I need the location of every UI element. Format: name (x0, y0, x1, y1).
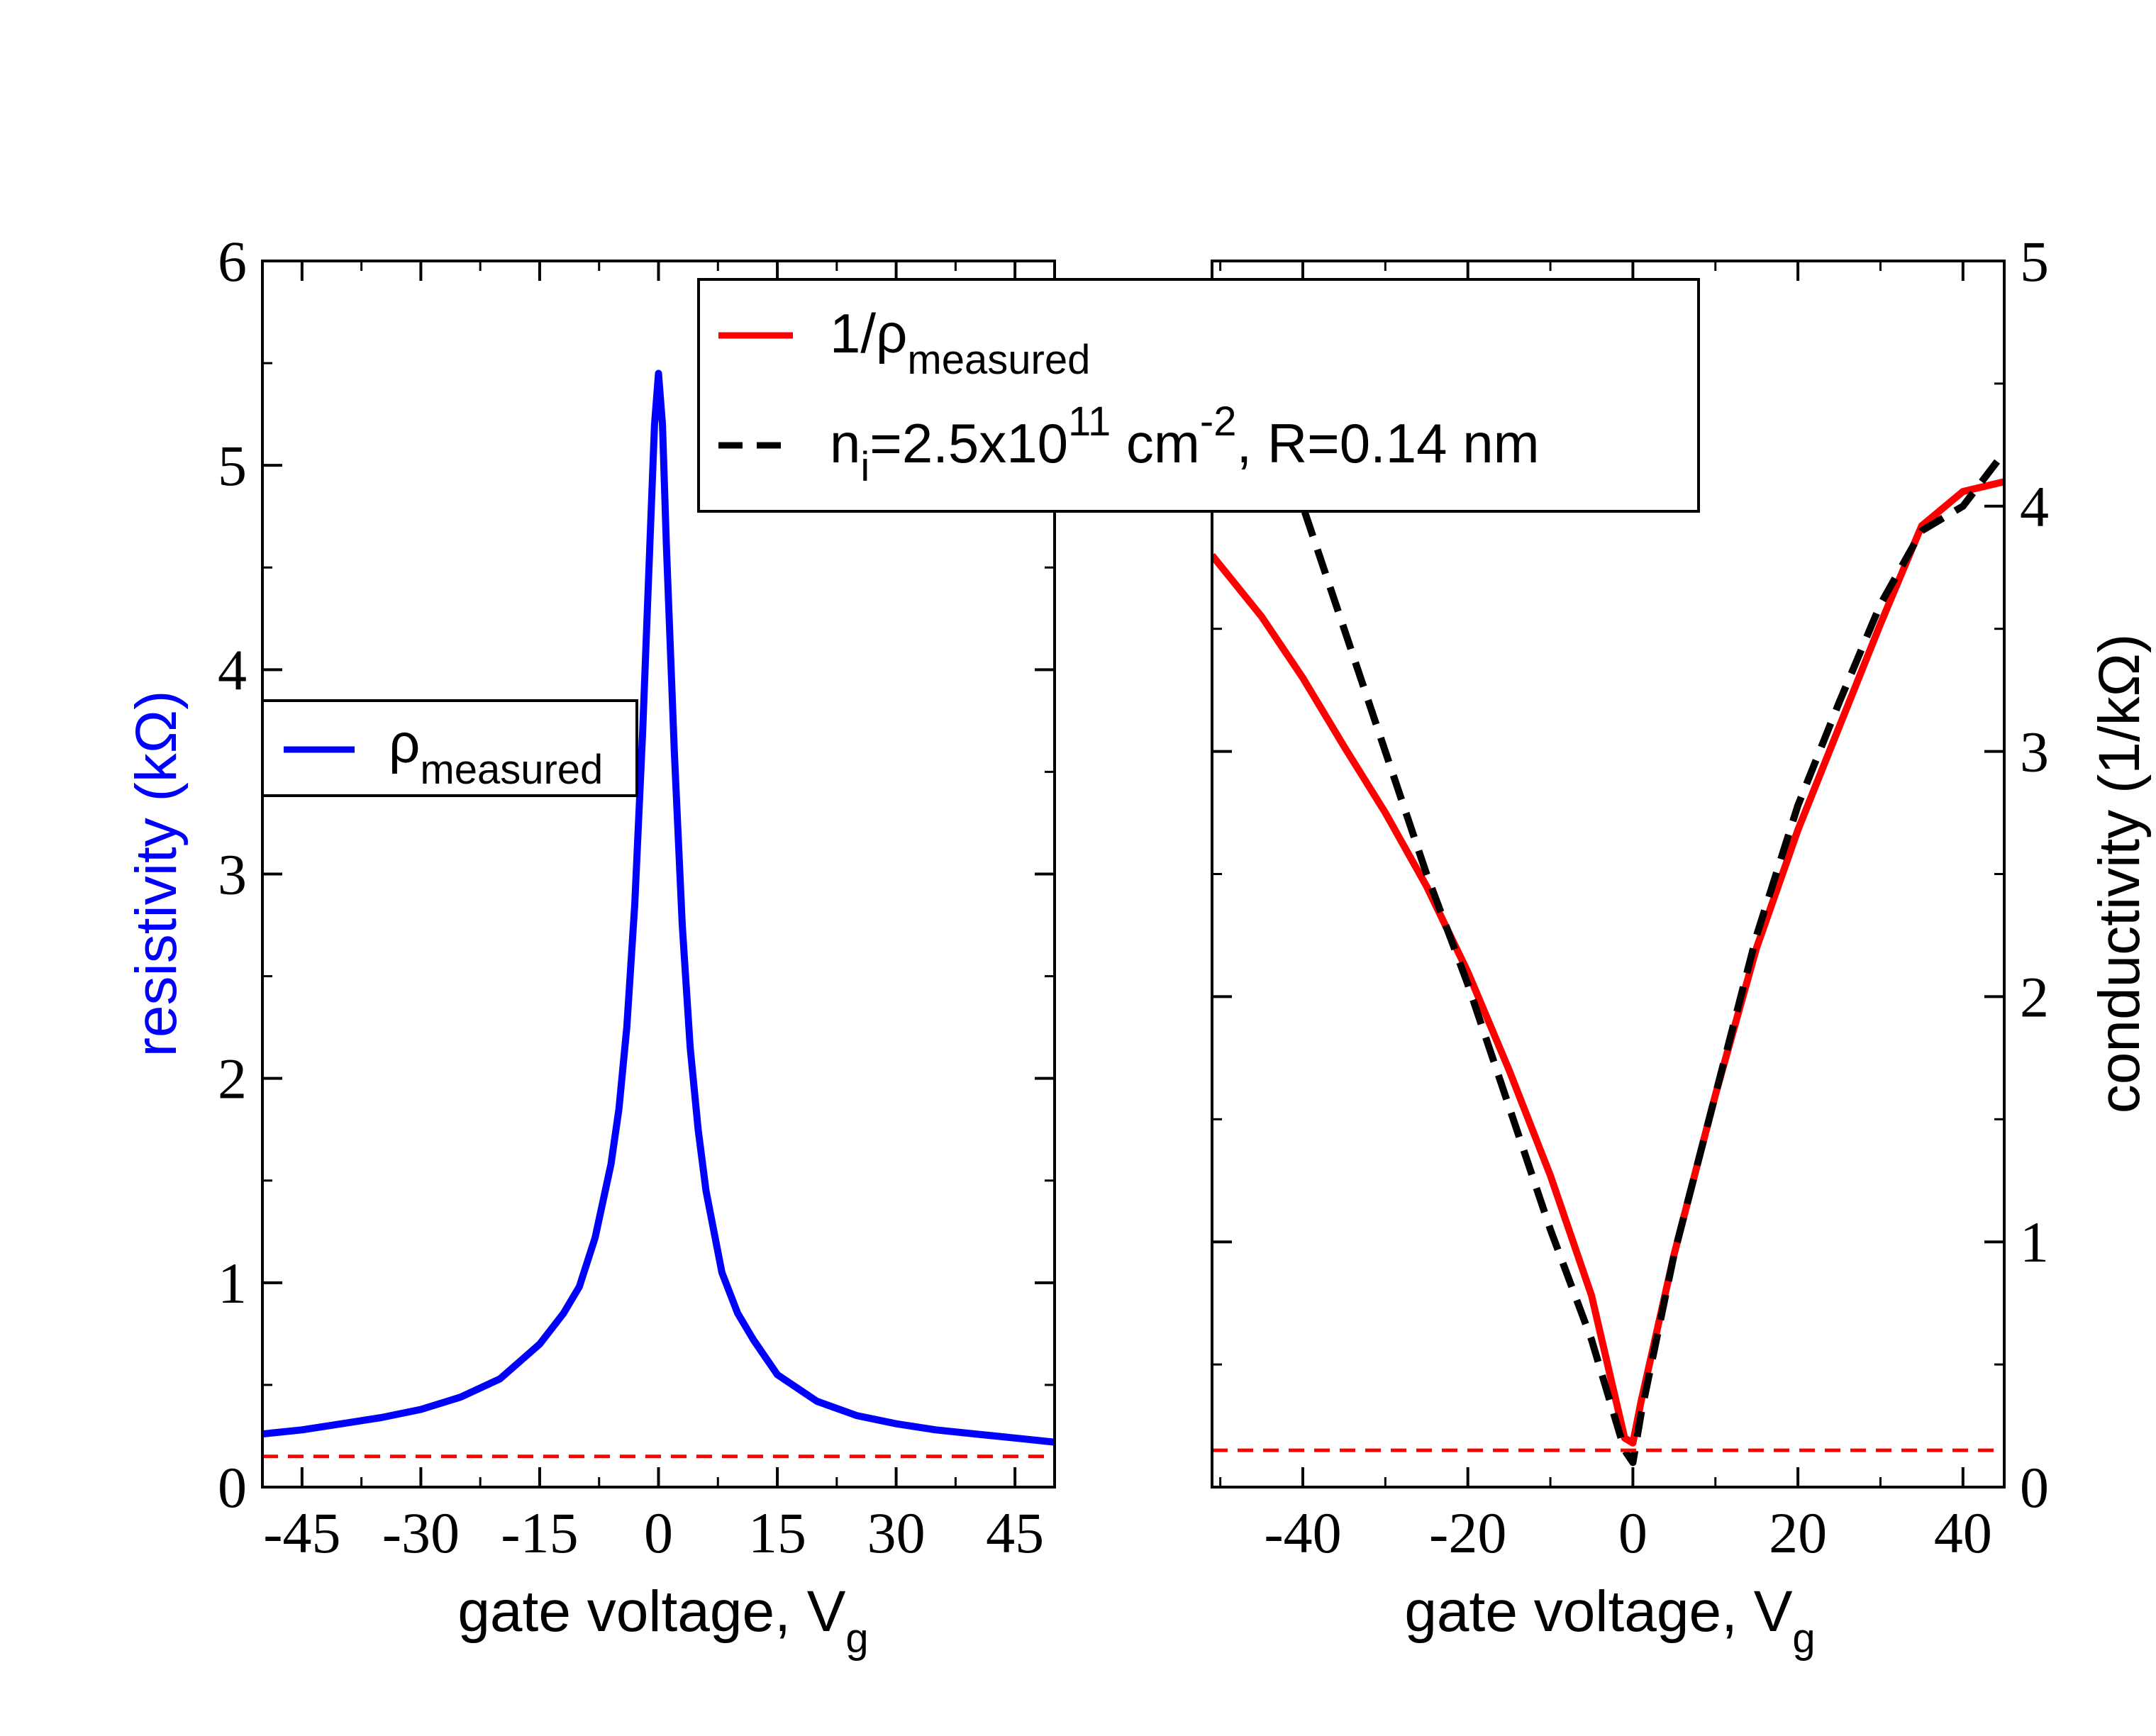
right-series-primary (1212, 478, 2004, 1447)
left-legend-label-rho-sub: measured (420, 747, 603, 793)
right-legend-label-fit-radius: , R=0.14 nm (1236, 412, 1539, 474)
left-y-tick-label: 0 (218, 1455, 247, 1520)
left-y-axis-label: resistivity (kΩ) (124, 691, 189, 1057)
right-series-layer (1212, 357, 2004, 1467)
right-y-tick-label: 2 (2020, 964, 2049, 1029)
left-y-tick-label: 2 (218, 1047, 247, 1111)
right-legend-label-inverse-rho-sub: measured (907, 337, 1090, 383)
right-legend-label-fit-exp: 11 (1068, 399, 1111, 445)
left-y-tick-label: 5 (218, 433, 247, 498)
right-y-tick-label: 3 (2020, 720, 2049, 784)
right-legend-label-fit-unit: cm (1111, 412, 1200, 474)
left-x-tick-label: 15 (748, 1501, 806, 1565)
right-x-tick-label: -20 (1429, 1501, 1506, 1565)
right-y-tick-label: 0 (2020, 1455, 2049, 1520)
right-x-axis-label: gate voltage, Vg (1404, 1579, 1815, 1662)
right-legend-label-fit: ni=2.5x1011 cm-2, R=0.14 nm (830, 399, 1540, 490)
left-y-tick-label: 3 (218, 842, 247, 907)
right-y-tick-label: 5 (2020, 229, 2049, 294)
left-legend-label-rho-main: ρ (389, 712, 420, 774)
right-x-axis-label-sub: g (1792, 1615, 1815, 1662)
right-y-tick-label: 4 (2020, 474, 2049, 539)
left-y-tick-label: 6 (218, 229, 247, 294)
left-x-tick-label: 45 (986, 1501, 1044, 1565)
right-legend-label-fit-density: =2.5x10 (869, 412, 1068, 474)
right-x-tick-label: -40 (1264, 1501, 1341, 1565)
right-legend-label-inverse-rho: 1/ρmeasured (830, 302, 1090, 383)
right-x-tick-label: 20 (1769, 1501, 1827, 1565)
left-x-tick-label: -45 (263, 1501, 340, 1565)
right-x-tick-label: 0 (1618, 1501, 1647, 1565)
right-legend-label-fit-n: n (830, 412, 860, 474)
right-legend-label-fit-i: i (860, 444, 869, 490)
right-y-tick-label: 1 (2020, 1210, 2049, 1274)
right-panel: -40 -20 0 20 40 0 1 2 3 4 5 conductivity (1/kΩ) ga… (1211, 229, 2152, 1662)
right-legend-box (697, 278, 1700, 513)
left-series-primary (262, 369, 1055, 1446)
left-legend: ρmeasured (261, 699, 638, 797)
right-legend-label-inverse-rho-main: 1/ρ (830, 302, 907, 365)
right-y-axis-label: conductivity (1/kΩ) (2087, 634, 2152, 1114)
right-series-fit (1257, 357, 2004, 1467)
left-x-axis-label-main: gate voltage, V (457, 1579, 845, 1644)
left-legend-label-rho: ρmeasured (389, 712, 603, 793)
left-x-tick-label: -15 (501, 1501, 578, 1565)
right-legend-label-fit-unit-exp: -2 (1200, 399, 1237, 445)
right-x-tick-label: 40 (1934, 1501, 1992, 1565)
left-x-tick-label: 0 (644, 1501, 673, 1565)
left-x-axis-label-sub: g (845, 1615, 868, 1662)
left-y-tick-label: 4 (218, 638, 247, 702)
left-series-layer (262, 369, 1055, 1459)
left-x-tick-label: -30 (382, 1501, 460, 1565)
right-ticks-layer: -40 -20 0 20 40 0 1 2 3 4 5 (1212, 229, 2049, 1565)
left-x-axis-label: gate voltage, Vg (457, 1579, 868, 1662)
left-y-tick-label: 1 (218, 1251, 247, 1315)
left-x-tick-label: 30 (867, 1501, 926, 1565)
right-legend: 1/ρmeasured ni=2.5x1011 cm-2, R=0.14 nm (697, 278, 1700, 513)
right-x-axis-label-main: gate voltage, V (1404, 1579, 1792, 1644)
